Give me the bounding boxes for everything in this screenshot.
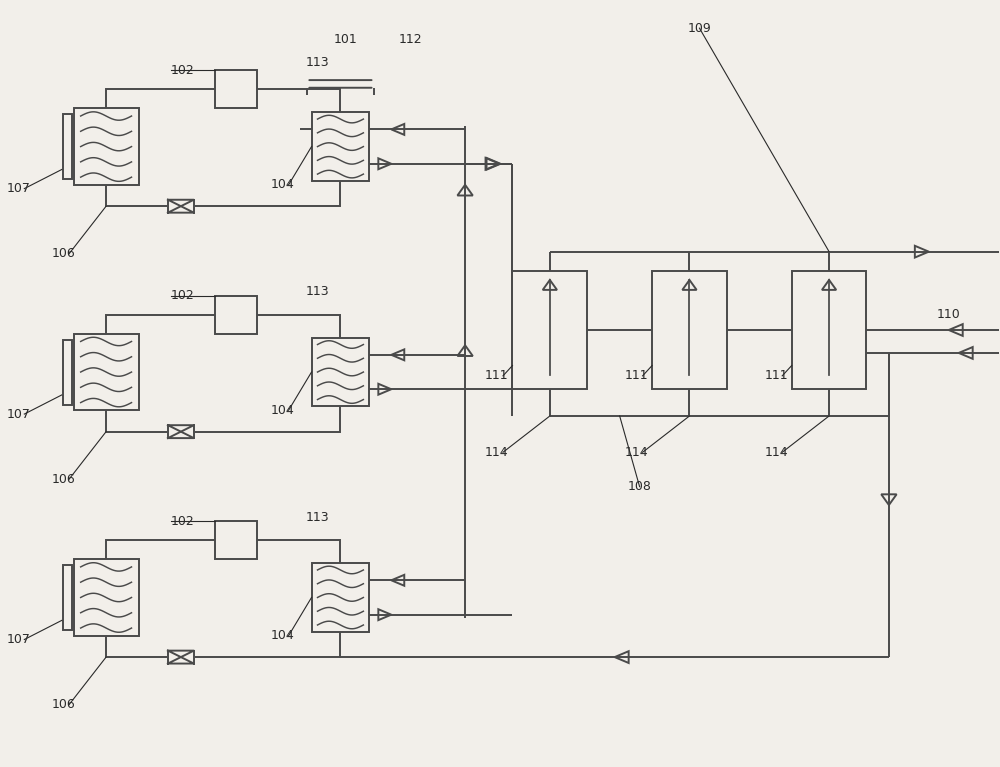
Text: 113: 113 bbox=[306, 285, 329, 298]
Bar bbox=[312, 563, 369, 632]
Bar bbox=[512, 271, 587, 389]
Text: 104: 104 bbox=[271, 403, 294, 416]
Text: 107: 107 bbox=[6, 182, 30, 195]
Bar bbox=[215, 295, 257, 334]
Text: 101: 101 bbox=[334, 33, 357, 46]
Text: 109: 109 bbox=[688, 21, 711, 35]
Bar bbox=[63, 565, 72, 630]
Text: 114: 114 bbox=[485, 446, 509, 459]
Text: 107: 107 bbox=[6, 633, 30, 646]
Text: 111: 111 bbox=[625, 370, 648, 383]
Text: 113: 113 bbox=[306, 56, 329, 69]
Text: 111: 111 bbox=[485, 370, 509, 383]
Text: 114: 114 bbox=[625, 446, 648, 459]
Text: 113: 113 bbox=[306, 511, 329, 524]
Text: 104: 104 bbox=[271, 178, 294, 191]
Bar bbox=[792, 271, 866, 389]
Text: 106: 106 bbox=[51, 247, 75, 260]
Bar bbox=[63, 114, 72, 179]
Bar bbox=[312, 337, 369, 407]
Text: 102: 102 bbox=[171, 515, 195, 528]
Text: 102: 102 bbox=[171, 64, 195, 77]
Text: 114: 114 bbox=[764, 446, 788, 459]
Bar bbox=[215, 521, 257, 559]
Bar bbox=[74, 108, 139, 185]
Text: 110: 110 bbox=[937, 308, 961, 321]
Text: 104: 104 bbox=[271, 629, 294, 642]
Bar bbox=[652, 271, 727, 389]
Bar bbox=[74, 559, 139, 636]
Bar bbox=[215, 70, 257, 108]
Text: 107: 107 bbox=[6, 407, 30, 420]
Bar bbox=[63, 340, 72, 404]
Text: 111: 111 bbox=[764, 370, 788, 383]
Text: 106: 106 bbox=[51, 472, 75, 486]
Text: 108: 108 bbox=[628, 480, 652, 493]
Text: 106: 106 bbox=[51, 698, 75, 711]
Text: 102: 102 bbox=[171, 289, 195, 302]
Text: 112: 112 bbox=[398, 33, 422, 46]
Bar bbox=[74, 334, 139, 410]
Bar bbox=[312, 112, 369, 181]
